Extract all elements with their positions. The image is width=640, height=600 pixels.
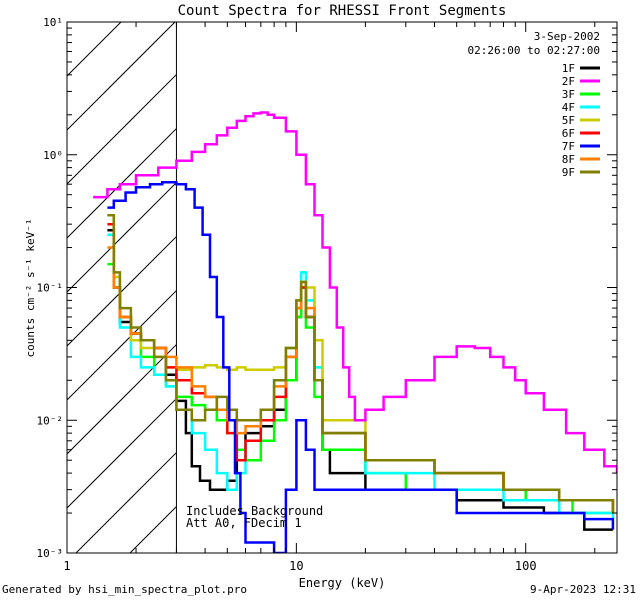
series-line-7f (107, 181, 615, 553)
hatch-line (66, 21, 176, 131)
x-axis-label: Energy (keV) (299, 576, 386, 590)
y-tick-label: 10¹ (43, 16, 63, 29)
y-axis-label: counts cm⁻² s⁻¹ keV⁻¹ (24, 218, 37, 357)
series-line-2f (93, 111, 617, 474)
legend-label-8f: 8F (562, 153, 575, 166)
legend-label-5f: 5F (562, 114, 575, 127)
x-tick-label: 1 (63, 559, 70, 573)
legend-label-4f: 4F (562, 101, 575, 114)
legend-label-3f: 3F (562, 88, 575, 101)
y-tick-label: 10⁻¹ (37, 282, 64, 295)
hatch-line (129, 506, 177, 554)
annotation-background: Includes Background (186, 504, 323, 518)
legend-label-2f: 2F (562, 75, 575, 88)
time-range-label: 02:26:00 to 02:27:00 (468, 44, 600, 57)
y-tick-label: 10⁻² (37, 414, 64, 427)
hatch-line (75, 452, 177, 554)
y-tick-label: 10⁰ (43, 149, 63, 162)
series-group (93, 111, 617, 553)
chart-title: Count Spectra for RHESSI Front Segments (178, 3, 507, 19)
x-tick-label: 100 (515, 559, 537, 573)
series-line-9f (107, 214, 615, 513)
series-line-5f (107, 214, 615, 513)
legend-label-1f: 1F (562, 62, 575, 75)
footer-generated-by: Generated by hsi_min_spectra_plot.pro (2, 583, 248, 596)
hatch-line (66, 182, 177, 293)
footer-timestamp: 9-Apr-2023 12:31 (530, 583, 636, 596)
hatch-line (66, 290, 177, 401)
x-tick-label: 10 (289, 559, 303, 573)
series-line-4f (107, 233, 615, 520)
hatch-line (66, 21, 122, 77)
legend-label-7f: 7F (562, 140, 575, 153)
hatch-line (66, 74, 177, 185)
date-label: 3-Sep-2002 (534, 30, 600, 43)
shaded-region (66, 21, 177, 554)
hatch-line (66, 398, 177, 509)
hatch-line (66, 344, 177, 455)
legend-label-6f: 6F (562, 127, 575, 140)
axes: 1 10 100 10⁻³ 10⁻² 10⁻¹ 10⁰ 10¹ (37, 16, 618, 573)
series-line-3f (107, 262, 613, 515)
legend-label-9f: 9F (562, 166, 575, 179)
annotation-attenuator: Att A0, FDecim 1 (186, 516, 302, 530)
y-tick-label: 10⁻³ (37, 547, 64, 560)
hatch-line (66, 236, 177, 347)
